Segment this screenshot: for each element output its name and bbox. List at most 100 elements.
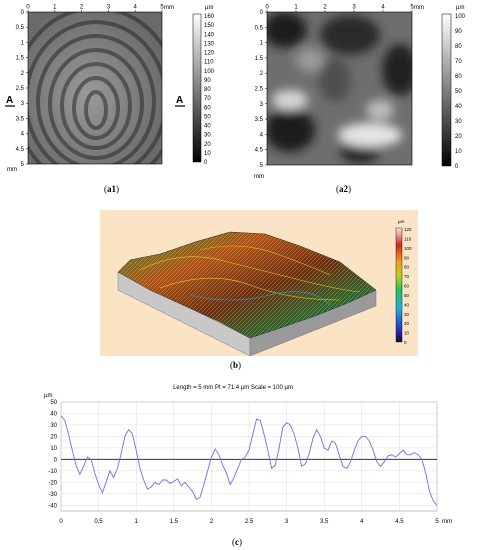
a1-y-tick-label: 1 [21, 40, 25, 46]
a1-y-tick-label: 1.5 [16, 56, 25, 62]
a2-colorbar-tick: 70 [455, 59, 462, 65]
a2-colorbar-tick: 10 [455, 149, 462, 155]
chart-x-tick-label: 0.5 [94, 519, 103, 525]
chart-x-tick-label: 0 [59, 519, 63, 525]
a2-colorbar-tick: 80 [455, 44, 462, 50]
chart-y-tick-label: 50 [50, 400, 57, 406]
colorbar-b-unit: µm [398, 219, 405, 224]
chart-x-tick-label: 2.5 [245, 519, 254, 525]
a1-colorbar-tick: 110 [204, 60, 214, 66]
a2-x-tick-label: 3 [352, 5, 356, 11]
section-label-left: A [6, 95, 13, 106]
a1-colorbar-tick: 10 [204, 151, 211, 157]
chart-y-tick-label: -10 [48, 469, 57, 475]
a2-y-tick-label: 4.5 [255, 148, 264, 154]
a1-colorbar-tick: 160 [204, 14, 215, 20]
chart-x-tick-label: 4 [360, 519, 364, 525]
a1-colorbar-tick: 0 [204, 160, 208, 166]
a1-x-tick-label: 3 [107, 5, 111, 11]
chart-x-tick-label: 4.5 [395, 519, 404, 525]
chart-y-tick-label: 40 [50, 411, 57, 417]
b-colorbar-tick: 70 [404, 274, 410, 279]
b-colorbar-tick: 50 [404, 293, 410, 298]
b-colorbar-tick: 90 [404, 255, 410, 260]
a1-y-tick-label: 4 [21, 132, 25, 138]
a1-colorbar-tick: 20 [204, 142, 211, 148]
caption-a2: (a2) [336, 184, 351, 194]
a1-colorbar-tick: 50 [204, 114, 211, 120]
a1-y-tick-label: 2.5 [16, 86, 25, 92]
chart-y-tick-label: 10 [50, 446, 57, 452]
b-colorbar-tick: 30 [404, 312, 410, 317]
profile-chart: Length = 5 mm Pt = 71.4 µm Scale = 100 µ… [44, 385, 452, 525]
b-colorbar-tick: 80 [404, 265, 410, 270]
profile-series-line [60, 415, 438, 506]
a1-x-tick-label: 5 [160, 5, 164, 11]
b-colorbar-tick: 60 [404, 284, 410, 289]
colorbar-a1 [192, 13, 202, 163]
a1-y-tick-label: 0.5 [16, 25, 25, 31]
colorbar-a2 [441, 13, 452, 167]
a2-y-tick-label: 2 [260, 71, 264, 77]
a2-colorbar-tick: 60 [455, 74, 462, 80]
a1-x-tick-label: 0 [26, 5, 30, 11]
a1-y-tick-label: 4.5 [16, 147, 25, 153]
a2-x-tick-label: 2 [323, 5, 327, 11]
a1-x-tick-label: 1 [53, 5, 57, 11]
a1-colorbar-tick: 80 [204, 87, 211, 93]
a1-colorbar-tick: 140 [204, 32, 215, 38]
chart-y-tick-label: -30 [48, 492, 57, 498]
a2-colorbar-tick: 0 [455, 164, 459, 170]
a2-x-tick-label: 1 [294, 5, 298, 11]
a2-colorbar-tick: 30 [455, 119, 462, 125]
a2-colorbar-tick: 50 [455, 89, 462, 95]
a1-y-unit: mm [7, 167, 17, 173]
a1-colorbar-tick: 60 [204, 105, 211, 111]
a2-y-tick-label: 1.5 [255, 56, 264, 62]
b-colorbar-tick: 110 [404, 236, 412, 241]
a2-x-tick-label: 4 [381, 5, 385, 11]
a2-y-tick-label: 0 [260, 10, 264, 16]
a1-colorbar-tick: 120 [204, 51, 215, 57]
chart-y-label: µm [44, 393, 52, 399]
a2-colorbar-tick: 20 [455, 134, 462, 140]
a2-x-tick-label: 5 [410, 5, 414, 11]
a2-y-tick-label: 5 [260, 163, 264, 169]
a1-colorbar-tick: 70 [204, 96, 211, 102]
a1-y-tick-label: 3 [21, 101, 25, 107]
b-colorbar-tick: 20 [404, 321, 410, 326]
chart-x-tick-label: 5 [435, 519, 439, 525]
a1-colorbar-tick: 150 [204, 23, 215, 29]
chart-x-tick-label: 1 [135, 519, 139, 525]
chart-title: Length = 5 mm Pt = 71.4 µm Scale = 100 µ… [173, 385, 293, 391]
a1-y-tick-label: 3.5 [16, 116, 25, 122]
a1-x-tick-label: 4 [134, 5, 138, 11]
a2-x-tick-label: 0 [265, 5, 269, 11]
panel-a1-axes: 0 1 2 3 4 5 0 0.5 1 1.5 2 2.5 3 3.5 4 4.5 5 160 150 140 13… [5, 5, 215, 173]
a1-colorbar-tick: 40 [204, 124, 211, 130]
caption-b: (b) [230, 360, 242, 370]
b-colorbar-tick: 0 [404, 340, 407, 345]
a1-y-tick-label: 5 [21, 162, 25, 168]
colorbar-b [395, 227, 403, 343]
chart-y-tick-label: -20 [48, 480, 57, 486]
a1-colorbar-tick: 30 [204, 133, 211, 139]
a2-y-tick-label: 3 [260, 102, 264, 108]
a2-colorbar-tick: 90 [455, 29, 462, 35]
colorbar-a2-unit: µm [456, 5, 464, 11]
a1-x-tick-label: 2 [80, 5, 84, 11]
a2-y-unit: mm [254, 174, 264, 180]
chart-x-tick-label: 1.5 [170, 519, 179, 525]
a1-colorbar-tick: 90 [204, 78, 211, 84]
b-colorbar-tick: 100 [404, 246, 412, 251]
b-colorbar-tick: 120 [404, 227, 412, 232]
chart-x-label: mm [442, 519, 452, 525]
chart-x-tick-label: 3.5 [320, 519, 329, 525]
caption-c: (c) [232, 537, 242, 547]
a1-colorbar-tick: 130 [204, 41, 215, 47]
a1-colorbar-tick: 100 [204, 69, 215, 75]
a2-y-tick-label: 1 [260, 41, 264, 47]
a2-y-tick-label: 0.5 [255, 25, 264, 31]
